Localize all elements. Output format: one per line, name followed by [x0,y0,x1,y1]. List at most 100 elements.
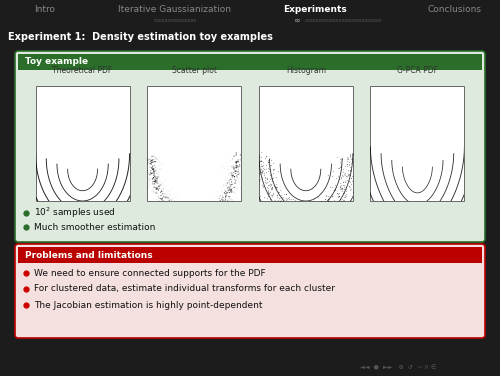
Point [202,209,210,215]
Point [334,194,342,200]
Point [204,203,212,209]
Point [325,201,333,207]
Point [213,210,221,216]
Point [222,188,230,194]
Point [150,175,158,181]
Point [205,218,213,224]
Point [194,220,202,226]
Point [188,211,196,217]
Point [338,185,346,191]
Point [158,188,166,194]
Point [317,209,325,215]
Point [255,163,263,169]
Point [266,162,274,168]
Point [264,188,272,194]
Point [330,205,338,211]
Point [286,194,294,200]
Point [171,203,179,209]
Point [322,202,330,208]
Point [234,159,242,165]
Point [217,183,225,189]
Point [225,172,233,178]
Point [168,208,175,214]
Point [320,203,328,209]
Point [256,193,264,199]
Point [157,193,165,199]
Point [346,197,354,203]
Point [332,199,340,205]
Point [296,200,304,206]
Point [283,213,291,219]
Bar [370,86,464,201]
Point [200,209,207,215]
Point [160,186,168,192]
Point [255,154,263,160]
Point [136,167,143,173]
Point [331,209,339,215]
Point [352,165,360,171]
Point [162,212,170,218]
Point [328,202,336,208]
Point [220,165,228,171]
Point [167,212,175,218]
Point [298,208,306,214]
Point [157,162,165,168]
Point [190,215,198,221]
Point [150,195,158,201]
Point [302,210,310,216]
Point [217,202,225,208]
Point [218,200,226,206]
Point [141,174,149,180]
Point [340,197,348,203]
Point [256,156,264,162]
Point [166,191,173,197]
Point [342,186,349,192]
Point [294,208,302,214]
Point [194,204,202,210]
Point [156,185,164,191]
Point [188,211,196,217]
Point [204,212,212,218]
Point [147,171,155,177]
Point [252,153,260,159]
Point [288,218,296,224]
Point [317,210,325,216]
Point [217,196,225,202]
Point [194,219,202,225]
Point [348,159,356,165]
Point [190,219,198,225]
Point [238,167,246,173]
Point [347,186,355,192]
Point [339,169,347,175]
Point [179,205,187,211]
Point [223,166,231,172]
Point [262,168,270,174]
Point [160,206,168,212]
Point [298,215,306,221]
Point [344,183,352,189]
Point [204,215,212,221]
Point [308,215,316,221]
Point [148,157,156,163]
Point [292,200,300,206]
Point [292,221,300,227]
Point [345,171,353,177]
Point [185,210,193,216]
Point [236,152,244,158]
Point [264,159,272,165]
Point [222,188,230,194]
Point [255,162,263,168]
Point [337,174,345,180]
Point [149,180,157,186]
Point [213,208,221,214]
Point [159,186,167,193]
Point [229,189,237,195]
Point [247,174,255,180]
Point [274,205,282,211]
Point [263,179,271,185]
Point [339,166,347,172]
Point [200,221,207,227]
Point [198,214,206,220]
Point [152,186,160,193]
Point [230,176,238,182]
